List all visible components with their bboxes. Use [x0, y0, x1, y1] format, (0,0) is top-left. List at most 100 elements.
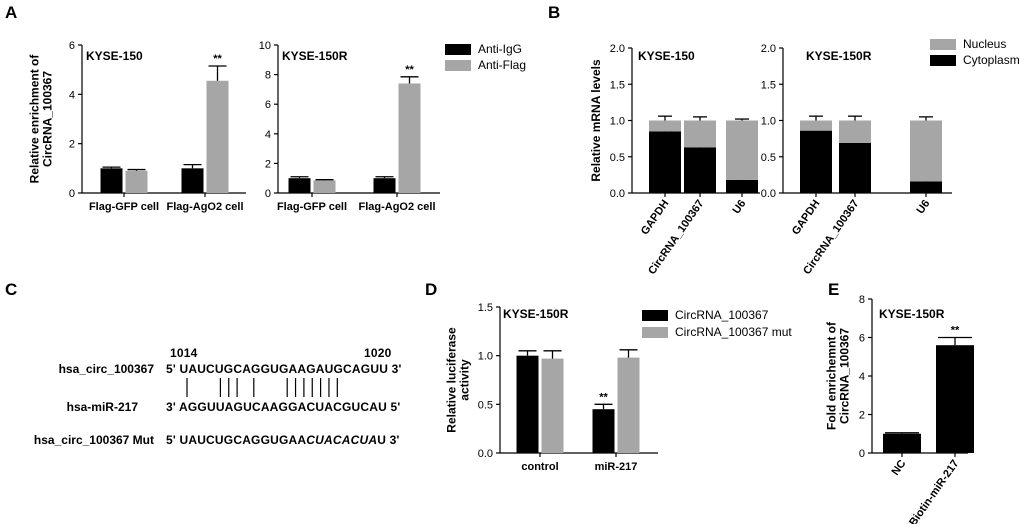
y-tick-label-b2: 1.0 [761, 116, 776, 128]
y-tick-label-a1: 0 [69, 188, 75, 200]
legend-label: CircRNA_100367 mut [675, 325, 792, 339]
significance-marker-a2: ** [405, 64, 414, 76]
y-tick-label-a2: 4 [265, 129, 271, 141]
bar-a2-anti-igg [288, 178, 311, 193]
legend-label: Nucleus [963, 37, 1006, 51]
bar-a2-anti-flag [313, 180, 336, 193]
y-tick-label-e: 6 [859, 333, 865, 345]
y-axis-label-b1: Relative mRNA levels [589, 59, 603, 182]
sequence-mut-mutated: CUACACUA [306, 433, 377, 447]
y-tick-label-b2: 1.5 [761, 79, 776, 91]
chart-d: 0.0 0.5 1.0 1.5 control miR-217 KYSE-150R Relat… [445, 302, 658, 473]
y-tick-label-d: 1.0 [478, 351, 493, 363]
bar-a1-anti-igg [100, 168, 123, 193]
category-label-a2: Flag-GFP cell [277, 201, 347, 213]
bar-d-circrna-100367 [516, 355, 539, 453]
sequence-label-circ: hsa_circ_100367 [59, 362, 155, 376]
y-tick-label-d: 0.0 [478, 448, 493, 460]
sequence-mir: 3' AGGUUAGUCAAGGACUACGUCAU 5' [166, 400, 400, 414]
sequence-alignment: 1014 1020 hsa_circ_100367 5' UAUCUGCAGGU… [34, 346, 402, 447]
y-tick-label-e: 2 [859, 410, 865, 422]
y-tick-label-b1: 1.5 [610, 79, 625, 91]
y-axis-label-e: CircRNA_100367 [838, 328, 852, 424]
bar-b2-cytoplasm [839, 142, 871, 193]
significance-marker-d: ** [599, 391, 608, 403]
category-label-b1: U6 [731, 198, 749, 216]
bar-d-circrna-100367-mut [541, 358, 564, 453]
sequence-mut-prefix: 5' UAUCUGCAGGUGAA [166, 433, 306, 447]
y-tick-label-d: 1.5 [478, 302, 493, 314]
legend-swatch [445, 60, 471, 71]
category-label-b2: U6 [915, 198, 933, 216]
sequence-label-mir: hsa-miR-217 [67, 400, 139, 414]
category-label-d: control [521, 461, 558, 473]
category-label-d: miR-217 [595, 461, 638, 473]
chart-title-d: KYSE-150R [503, 307, 569, 321]
position-start: 1014 [170, 346, 198, 360]
y-axis-label-a1: CircRNA_100367 [41, 71, 55, 167]
legend-b: Nucleus Cytoplasm [930, 37, 1020, 67]
legend-swatch [930, 39, 956, 50]
y-axis-label-a1: Relative enrichment of [28, 54, 42, 184]
y-tick-label-a1: 2 [69, 139, 75, 151]
y-tick-label-b1: 2.0 [610, 43, 625, 55]
category-label-a2: Flag-AgO2 cell [358, 201, 435, 213]
bar-b1-cytoplasm [684, 147, 716, 193]
category-label-e: NC [890, 458, 909, 478]
y-tick-label-a2: 10 [259, 40, 271, 52]
panel-label-a: A [5, 3, 17, 22]
bar-b1-nucleus [726, 120, 758, 180]
chart-title-a1: KYSE-150 [86, 49, 143, 63]
bar-b1-cytoplasm [649, 131, 681, 193]
chart-title-e: KYSE-150R [879, 307, 945, 321]
bar-b2-nucleus [910, 120, 942, 182]
y-tick-label-a2: 2 [265, 158, 271, 170]
y-tick-label-a2: 8 [265, 70, 271, 82]
bar-e-series [883, 433, 921, 453]
bar-b2-nucleus [800, 120, 832, 131]
significance-marker-e: ** [951, 325, 960, 337]
chart-title-a2: KYSE-150R [282, 49, 348, 63]
legend-label: Anti-Flag [478, 58, 526, 72]
bar-b2-cytoplasm [910, 181, 942, 193]
legend-swatch [642, 310, 668, 321]
bar-a1-anti-flag [125, 170, 148, 193]
significance-marker-a1: ** [213, 53, 222, 65]
position-end: 1020 [364, 346, 392, 360]
chart-a2: 0 2 4 6 8 10 Flag-GFP cell Flag-AgO2 cell KYSE-1… [259, 40, 440, 213]
bar-a1-anti-flag [206, 80, 229, 193]
bar-b2-cytoplasm [800, 130, 832, 193]
legend-swatch [642, 327, 668, 338]
panel-label-d: D [425, 280, 437, 299]
bar-a2-anti-flag [398, 83, 421, 193]
bar-b2-nucleus [839, 120, 871, 143]
y-axis-label-d: Relative luciferase [445, 327, 459, 433]
y-tick-label-a1: 4 [69, 89, 75, 101]
y-tick-label-b1: 0.5 [610, 152, 625, 164]
bar-b1-nucleus [684, 120, 716, 148]
bar-b1-cytoplasm [726, 179, 758, 193]
bar-b1-nucleus [649, 120, 681, 132]
category-label-a1: Flag-AgO2 cell [166, 201, 243, 213]
bar-a1-anti-igg [181, 168, 204, 193]
sequence-label-mut: hsa_circ_100367 Mut [34, 433, 154, 447]
legend-label: CircRNA_100367 [675, 308, 769, 322]
chart-title-b2: KYSE-150R [806, 49, 872, 63]
sequence-circ: 5' UAUCUGCAGGUGAAGAUGCAGUU 3' [166, 362, 402, 376]
bar-a2-anti-igg [373, 178, 396, 193]
y-tick-label-d: 0.5 [478, 399, 493, 411]
y-tick-label-b1: 0.0 [610, 188, 625, 200]
legend-label: Cytoplasm [963, 53, 1020, 67]
y-tick-label-b2: 0.5 [761, 152, 776, 164]
legend-swatch [930, 55, 956, 66]
y-tick-label-e: 0 [859, 448, 865, 460]
panel-label-c: C [5, 280, 17, 299]
y-tick-label-b2: 2.0 [761, 43, 776, 55]
legend-label: Anti-IgG [478, 42, 522, 56]
legend-d: CircRNA_100367 CircRNA_100367 mut [642, 308, 792, 339]
